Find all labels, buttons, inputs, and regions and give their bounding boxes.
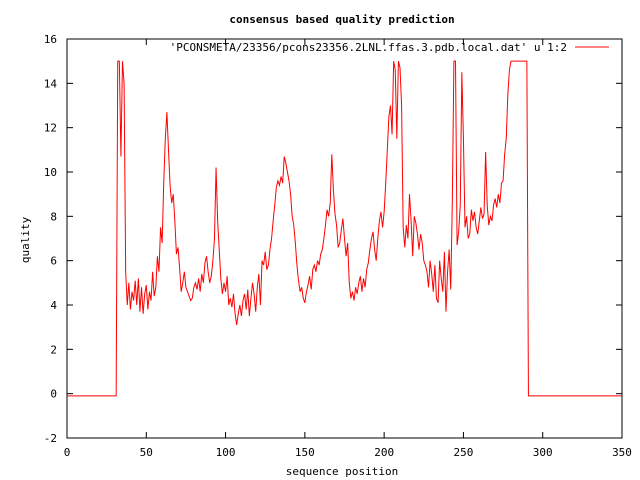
legend: 'PCONSMETA/23356/pcons23356.2LNL.ffas.3.…	[170, 41, 609, 54]
y-tick-label: 6	[50, 255, 57, 268]
x-tick-label: 200	[374, 446, 394, 459]
series-group	[67, 60, 622, 397]
plot-frame	[66, 38, 623, 439]
y-tick-label: 8	[50, 210, 57, 223]
x-tick-label: 50	[140, 446, 153, 459]
x-tick-label: 250	[453, 446, 473, 459]
y-tick-label: 4	[50, 299, 57, 312]
x-tick-label: 300	[533, 446, 553, 459]
x-tick-label: 350	[612, 446, 632, 459]
x-axis-tick-labels: 0 50 100 150 200 250 300 350	[64, 446, 632, 459]
y-tick-label: 10	[44, 166, 57, 179]
y-tick-label: 16	[44, 33, 57, 46]
y-tick-label: 0	[50, 388, 57, 401]
chart-title: consensus based quality prediction	[229, 13, 454, 26]
x-tick-label: 0	[64, 446, 71, 459]
y-tick-label: 2	[50, 343, 57, 356]
y-axis-label: quality	[19, 216, 32, 263]
legend-label: 'PCONSMETA/23356/pcons23356.2LNL.ffas.3.…	[170, 41, 567, 54]
axis-ticks	[66, 38, 623, 439]
y-axis-tick-labels: -2 0 2 4 6 8 10 12 14 16	[44, 33, 58, 445]
series-line	[67, 60, 622, 397]
x-tick-label: 150	[295, 446, 315, 459]
x-tick-label: 100	[216, 446, 236, 459]
y-tick-label: 14	[44, 77, 58, 90]
x-axis-label: sequence position	[286, 465, 399, 478]
y-tick-label: 12	[44, 122, 57, 135]
y-tick-label: -2	[44, 432, 57, 445]
